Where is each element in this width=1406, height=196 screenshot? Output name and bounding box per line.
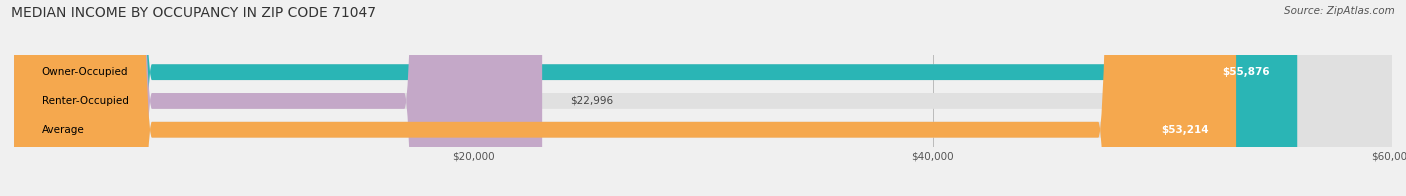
Text: Renter-Occupied: Renter-Occupied: [42, 96, 128, 106]
Text: $53,214: $53,214: [1161, 125, 1209, 135]
Text: $55,876: $55,876: [1222, 67, 1270, 77]
FancyBboxPatch shape: [14, 0, 1392, 196]
Text: MEDIAN INCOME BY OCCUPANCY IN ZIP CODE 71047: MEDIAN INCOME BY OCCUPANCY IN ZIP CODE 7…: [11, 6, 377, 20]
Text: Owner-Occupied: Owner-Occupied: [42, 67, 128, 77]
Text: Source: ZipAtlas.com: Source: ZipAtlas.com: [1284, 6, 1395, 16]
FancyBboxPatch shape: [14, 0, 543, 196]
FancyBboxPatch shape: [14, 0, 1392, 196]
FancyBboxPatch shape: [14, 0, 1298, 196]
FancyBboxPatch shape: [14, 0, 1236, 196]
Text: Average: Average: [42, 125, 84, 135]
FancyBboxPatch shape: [14, 0, 1392, 196]
Text: $22,996: $22,996: [569, 96, 613, 106]
